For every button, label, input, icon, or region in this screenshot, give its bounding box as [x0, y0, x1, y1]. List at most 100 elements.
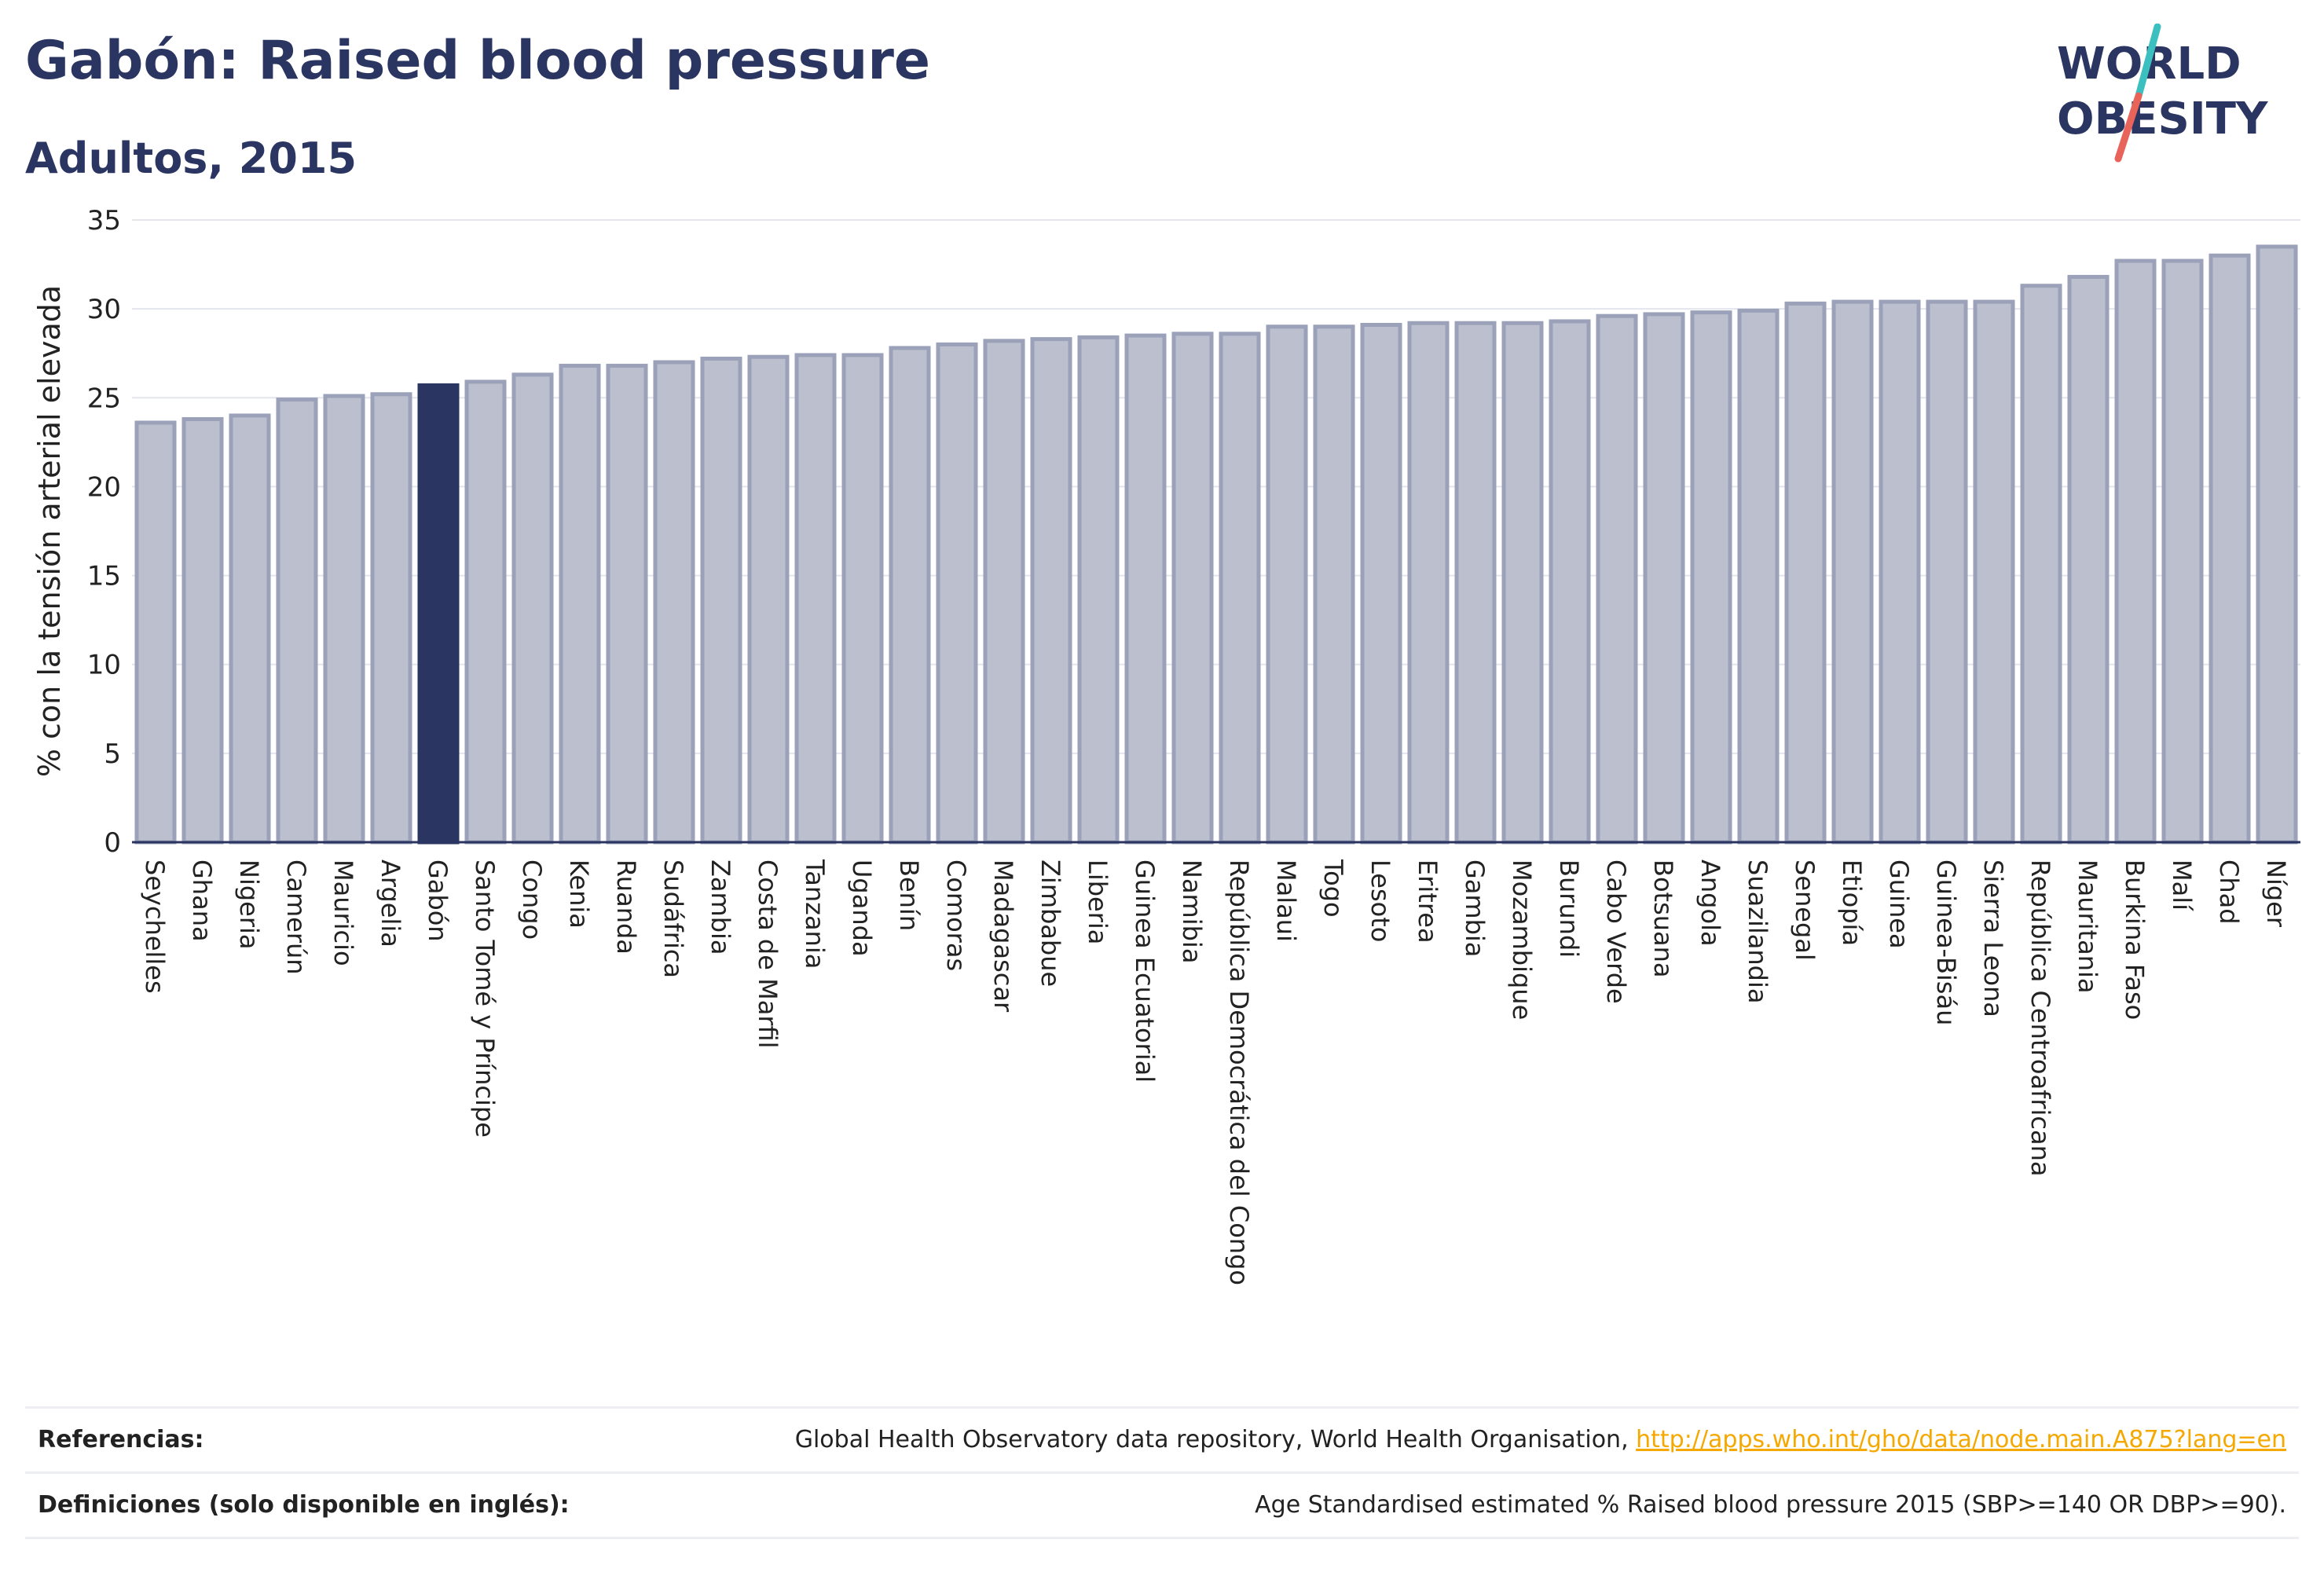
x-tick-label: Madagascar — [988, 859, 1018, 1013]
x-tick-label: Etiopía — [1837, 859, 1867, 946]
bar-zambia — [700, 357, 742, 845]
bar-comoras — [936, 342, 978, 845]
x-tick-label: Santo Tomé y Príncipe — [470, 859, 500, 1138]
x-tick-label: Guinea-Bisáu — [1931, 859, 1961, 1025]
references-text: Global Health Observatory data repositor… — [794, 1426, 1637, 1453]
bar-botsuana — [1643, 312, 1685, 845]
y-tick-label: 10 — [87, 650, 121, 681]
x-tick-label: República Democrática del Congo — [1224, 859, 1254, 1285]
bar-etiopía — [1831, 299, 1874, 845]
bar-madagascar — [983, 339, 1025, 845]
bar-zimbabue — [1030, 337, 1072, 845]
page-title: Gabón: Raised blood pressure — [25, 30, 930, 92]
page-subtitle: Adultos, 2015 — [25, 134, 357, 183]
x-tick-label: Burundi — [1554, 859, 1584, 958]
x-tick-label: Costa de Marfil — [753, 859, 783, 1049]
references-link[interactable]: http://apps.who.int/gho/data/node.main.A… — [1636, 1426, 2286, 1453]
bar-santo-tomé-y-príncipe — [464, 379, 507, 845]
x-tick-label: Botsuana — [1648, 859, 1678, 978]
bar-ruanda — [606, 364, 648, 845]
x-tick-label: Malí — [2167, 859, 2197, 911]
bar-angola — [1690, 310, 1732, 845]
y-tick-label: 25 — [87, 383, 121, 414]
logo-line-2: OBESITY — [2057, 93, 2269, 145]
bar-costa-de-marfil — [747, 354, 790, 845]
x-tick-label: Níger — [2261, 859, 2291, 928]
x-tick-label: Sudáfrica — [658, 859, 688, 978]
x-tick-label: Senegal — [1790, 859, 1820, 961]
bar-ghana — [181, 416, 224, 845]
y-tick-label: 0 — [104, 827, 121, 859]
bar-sierra-leona — [1973, 299, 2015, 845]
bar-chad — [2209, 253, 2251, 845]
y-tick-label: 15 — [87, 561, 121, 592]
x-tick-label: Kenia — [564, 859, 594, 929]
x-tick-label: Camerún — [281, 859, 311, 975]
references-value: Global Health Observatory data repositor… — [795, 1426, 2286, 1453]
bar-malí — [2161, 258, 2204, 845]
x-tick-label: Guinea Ecuatorial — [1130, 859, 1160, 1083]
y-tick-label: 30 — [87, 294, 121, 325]
bar-senegal — [1784, 301, 1827, 845]
x-tick-label: Lesoto — [1365, 859, 1395, 942]
bar-togo — [1313, 324, 1355, 845]
definitions-row: Definiciones (solo disponible en inglés)… — [25, 1472, 2299, 1539]
x-tick-label: Congo — [517, 859, 547, 940]
bar-kenia — [559, 364, 601, 845]
bar-eritrea — [1407, 321, 1450, 845]
world-obesity-logo: WORLD OBESITY — [2057, 24, 2269, 163]
x-tick-label: Namibia — [1177, 859, 1207, 963]
y-axis-ticks: 0 5 10 15 20 25 30 35 — [87, 205, 121, 859]
bar-namibia — [1171, 332, 1214, 845]
y-tick-label: 35 — [87, 205, 121, 236]
references-label: Referencias: — [38, 1426, 204, 1453]
bar-chart: 0 5 10 15 20 25 30 35 Seychelles Ghana Nigeria Cam… — [32, 205, 2300, 1285]
bar-gabón — [417, 383, 460, 845]
x-tick-label: Zimbabue — [1036, 859, 1065, 987]
y-tick-label: 20 — [87, 471, 121, 503]
bar-tanzania — [794, 353, 837, 845]
x-tick-label: Uganda — [847, 859, 877, 957]
x-tick-label: Mozambique — [1507, 859, 1537, 1020]
bar-guinea-ecuatorial — [1124, 333, 1167, 845]
x-tick-label: Gabón — [423, 859, 453, 942]
bar-seychelles — [134, 420, 177, 845]
x-tick-label: Benín — [894, 859, 924, 931]
bar-burundi — [1549, 319, 1591, 845]
bar-argelia — [370, 392, 412, 845]
x-tick-label: Nigeria — [234, 859, 264, 949]
bar-camerún — [276, 398, 318, 845]
bar-uganda — [841, 353, 884, 845]
bar-república-democrática-del-congo — [1219, 332, 1261, 845]
x-tick-label: Argelia — [376, 859, 405, 947]
x-tick-label: Togo — [1318, 859, 1348, 918]
bar-suazilandia — [1737, 308, 1780, 845]
y-axis-title: % con la tensión arterial elevada — [32, 285, 67, 777]
bar-mauricio — [323, 394, 365, 845]
bar-mozambique — [1501, 321, 1544, 845]
x-tick-label: Cabo Verde — [1601, 859, 1631, 1004]
x-tick-label: Burkina Faso — [2120, 859, 2150, 1020]
logo-slash-coral — [2114, 92, 2143, 163]
x-tick-label: Gambia — [1460, 859, 1490, 957]
bar-gambia — [1454, 321, 1497, 845]
bar-malaui — [1266, 324, 1308, 845]
x-tick-label: República Centroafricana — [2025, 859, 2055, 1176]
bar-lesoto — [1360, 323, 1402, 845]
bar-níger — [2256, 244, 2298, 845]
x-tick-label: Angola — [1695, 859, 1725, 947]
bar-benín — [889, 346, 931, 845]
bar-cabo-verde — [1596, 313, 1638, 845]
x-tick-label: Mauritania — [2073, 859, 2102, 993]
x-tick-label: Zambia — [706, 859, 735, 955]
definitions-value: Age Standardised estimated % Raised bloo… — [1255, 1491, 2286, 1519]
x-tick-label: Ruanda — [611, 859, 641, 955]
bar-liberia — [1077, 335, 1120, 845]
x-tick-label: Comoras — [941, 859, 971, 971]
bar-nigeria — [229, 413, 271, 845]
logo-slash-teal — [2135, 24, 2161, 100]
x-tick-label: Malaui — [1271, 859, 1301, 942]
x-tick-label: Chad — [2214, 859, 2244, 925]
x-tick-label: Mauricio — [328, 859, 358, 966]
references-row: Referencias: Global Health Observatory d… — [25, 1406, 2299, 1472]
